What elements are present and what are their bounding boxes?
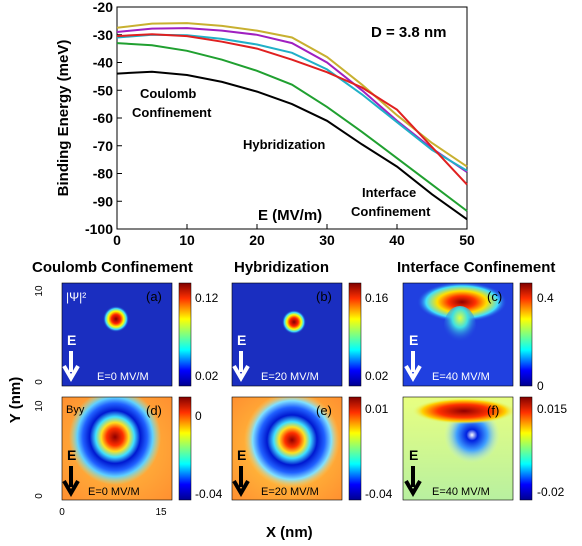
y-tick-label: -90 — [93, 193, 113, 209]
annotation-interface-line1: Interface — [362, 185, 416, 200]
annotation-coulomb-line1: Coulomb — [140, 86, 196, 101]
x-tick-label: 10 — [179, 232, 195, 248]
x-tick-label: 30 — [319, 232, 335, 248]
cbar-bottom-f: -0.02 — [537, 485, 565, 499]
field-d: E=0 MV/M — [88, 486, 140, 498]
arrow-label-f: E — [409, 447, 418, 463]
y-tick-label: -100 — [85, 221, 113, 237]
colorbar-e — [348, 396, 362, 501]
colorbar-b — [348, 282, 362, 387]
tag-b: (b) — [316, 289, 332, 304]
field-f: E=40 MV/M — [432, 486, 490, 498]
x-tick-15: 15 — [155, 507, 167, 518]
arrow-label-c: E — [409, 332, 418, 348]
panel-header-coulomb: Coulomb Confinement — [32, 259, 193, 276]
y-axis-ticks: -20 -30 -40 -50 -60 -70 -80 -90 -100 — [85, 0, 122, 237]
panel-b — [232, 283, 342, 386]
y-tick-0-row1: 0 — [34, 379, 45, 385]
quantity-psi: |Ψ|² — [66, 290, 86, 304]
y-tick-10-row1: 10 — [34, 285, 45, 297]
arrow-down-icon — [404, 351, 422, 382]
series-line-1 — [116, 27, 468, 173]
cbar-top-e: 0.01 — [365, 402, 389, 416]
panel-header-interface: Interface Confinement — [397, 259, 555, 276]
x-axis-ticks: 0 10 20 30 40 50 — [113, 224, 475, 248]
field-c: E=40 MV/M — [432, 371, 490, 383]
panel-d — [62, 397, 172, 500]
colorbars — [178, 282, 533, 501]
field-e: E=20 MV/M — [261, 486, 319, 498]
chart-title: D = 3.8 nm — [371, 24, 446, 41]
y-tick-10-row2: 10 — [34, 400, 45, 412]
panel-c — [403, 283, 513, 386]
series-line-4 — [116, 42, 468, 212]
cbar-bottom-e: -0.04 — [365, 487, 393, 501]
x-tick-label: 20 — [249, 232, 265, 248]
field-b: E=20 MV/M — [261, 371, 319, 383]
panel-header-hybridization: Hybridization — [234, 259, 329, 276]
panel-e — [232, 397, 342, 500]
cbar-bottom-b: 0.02 — [365, 369, 389, 383]
arrow-label-a: E — [67, 332, 76, 348]
x-tick-label: 50 — [459, 232, 475, 248]
arrow-label-d: E — [67, 447, 76, 463]
y-tick-label: -80 — [93, 166, 113, 182]
cbar-top-b: 0.16 — [365, 291, 389, 305]
y-tick-label: -20 — [93, 0, 113, 15]
heatmap-grid: Coulomb Confinement Hybridization Interf… — [7, 259, 567, 541]
quantity-byy: Byy — [66, 404, 85, 416]
y-tick-label: -50 — [93, 82, 113, 98]
panel-a — [62, 283, 172, 386]
cbar-top-a: 0.12 — [195, 291, 219, 305]
x-axis-label-nm: X (nm) — [266, 524, 313, 541]
y-tick-label: -60 — [93, 110, 113, 126]
arrow-down-icon — [404, 466, 422, 497]
tag-d: (d) — [146, 403, 162, 418]
arrow-down-icon — [62, 351, 80, 382]
tag-c: (c) — [487, 289, 502, 304]
binding-energy-chart: -20 -30 -40 -50 -60 -70 -80 -90 -100 0 10 20 30 40 50… — [55, 0, 475, 248]
panel-f — [403, 397, 513, 500]
cbar-bottom-c: 0 — [537, 379, 544, 393]
arrow-label-e: E — [237, 447, 246, 463]
y-axis-label-nm: Y (nm) — [7, 377, 24, 423]
annotation-hybridization: Hybridization — [243, 137, 325, 152]
cbar-top-d: 0 — [195, 409, 202, 423]
cbar-bottom-a: 0.02 — [195, 369, 219, 383]
cbar-top-c: 0.4 — [537, 291, 554, 305]
tag-f: (f) — [487, 403, 499, 418]
x-tick-label: 0 — [113, 232, 121, 248]
series-lines — [116, 22, 468, 221]
colorbar-a — [178, 282, 192, 387]
x-axis-label: E (MV/m) — [258, 207, 322, 224]
series-line-0 — [116, 22, 468, 168]
cbar-top-f: 0.015 — [537, 402, 567, 416]
cbar-bottom-d: -0.04 — [195, 487, 223, 501]
tag-e: (e) — [316, 403, 332, 418]
arrow-down-icon — [232, 466, 250, 497]
annotation-interface-line2: Confinement — [351, 204, 431, 219]
annotation-coulomb-line2: Confinement — [132, 105, 212, 120]
tag-a: (a) — [146, 289, 162, 304]
field-a: E=0 MV/M — [97, 371, 149, 383]
series-line-3 — [116, 33, 468, 186]
y-tick-label: -40 — [93, 55, 113, 71]
colorbar-f — [519, 396, 533, 501]
x-tick-0: 0 — [59, 507, 65, 518]
field-arrows: E E E E E E — [62, 332, 422, 497]
arrow-down-icon — [62, 466, 80, 497]
colorbar-c — [519, 282, 533, 387]
y-tick-0-row2: 0 — [34, 493, 45, 499]
y-axis-label: Binding Energy (meV) — [55, 40, 72, 197]
arrow-label-b: E — [237, 332, 246, 348]
y-tick-label: -30 — [93, 27, 113, 43]
colorbar-d — [178, 396, 192, 501]
y-tick-label: -70 — [93, 138, 113, 154]
arrow-down-icon — [232, 351, 250, 382]
x-tick-label: 40 — [389, 232, 405, 248]
series-line-5 — [116, 70, 468, 221]
